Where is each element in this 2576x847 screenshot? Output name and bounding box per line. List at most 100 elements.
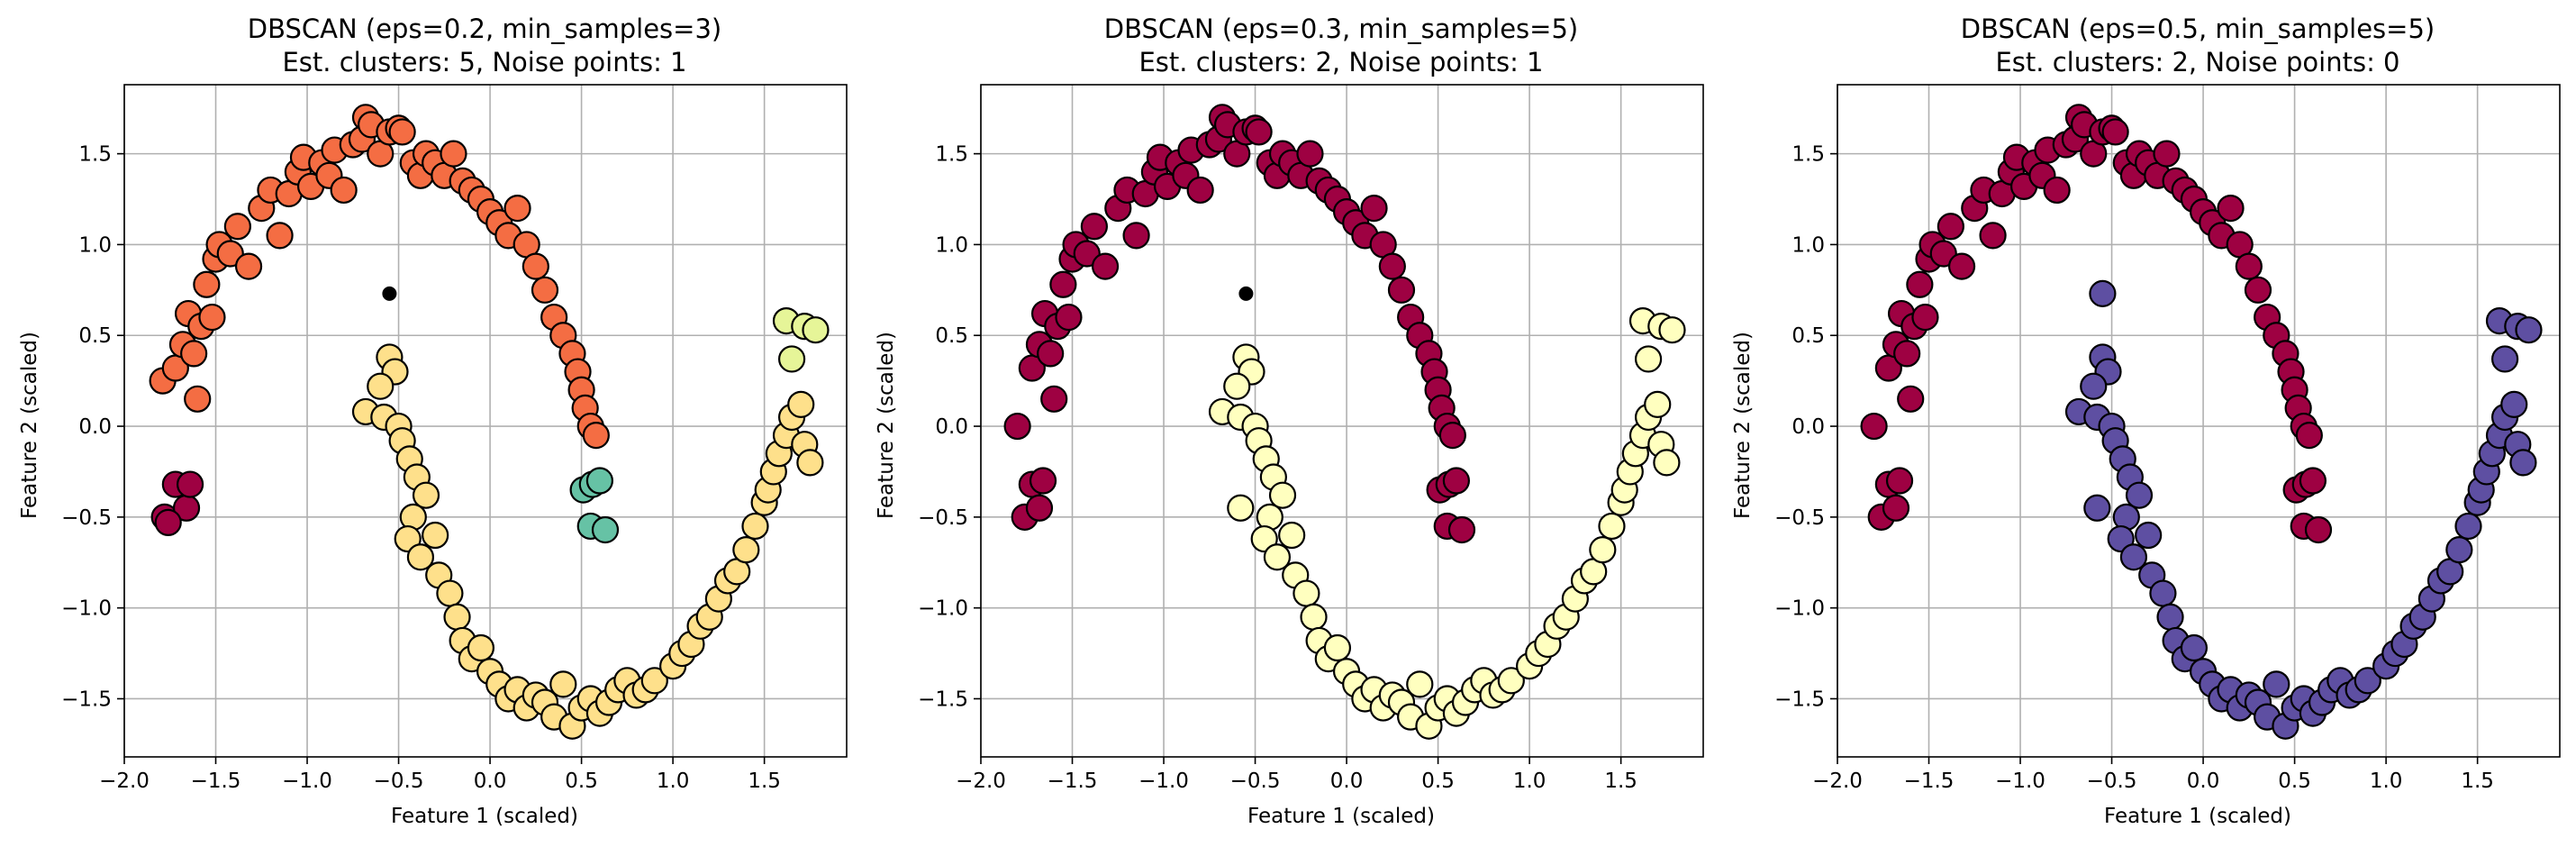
y-tick-label: −1.0 [918,597,968,621]
cluster-1-point [367,372,395,400]
x-tick-label: 0.5 [2278,770,2311,793]
cluster-1-point [406,543,435,571]
y-tick-label: −1.0 [1774,597,1825,621]
cluster-1-point [1223,372,1251,400]
cluster-1-point [1658,316,1686,344]
cluster-0-point [1979,222,2007,250]
cluster-0-point [180,340,208,368]
subplot-3-x-label: Feature 1 (scaled) [2104,805,2291,828]
cluster-0-point [1937,213,1964,241]
subplot-3-title-line1: DBSCAN (eps=0.5, min_samples=5) [1961,14,2435,44]
cluster-1-point [422,521,449,550]
cluster-0-point [266,222,294,250]
cluster-1-point [2445,536,2473,564]
cluster-0-point [1296,140,1324,168]
subplot-1: DBSCAN (eps=0.2, min_samples=3) Est. clu… [18,14,848,828]
cluster-0-point [2304,515,2333,544]
subplot-3-y-label: Feature 2 (scaled) [1731,332,1755,519]
cluster-1-point [2135,521,2163,550]
cluster-0-point [193,270,221,298]
cluster-3-point [585,467,613,495]
x-tick-label: 1.0 [1513,770,1547,793]
subplot-1-y-label: Feature 2 (scaled) [18,332,41,519]
cluster-1-point [2083,494,2111,522]
cluster-0-point [522,252,549,280]
cluster-0-point [1080,213,1108,241]
cluster-0-point [1360,195,1388,223]
x-tick-label: −0.5 [1230,770,1281,793]
cluster-1-point [2149,579,2177,607]
x-tick-label: 0.0 [1330,770,1364,793]
x-tick-label: −1.5 [1904,770,1955,793]
x-tick-label: −1.0 [1995,770,2045,793]
subplot-2-title-line1: DBSCAN (eps=0.3, min_samples=5) [1104,14,1578,44]
cluster-1-point [2490,345,2519,373]
y-tick-label: −1.5 [918,688,968,711]
cluster-1-point [2125,481,2154,509]
y-tick-label: 0.5 [78,324,112,348]
y-tick-label: −1.5 [1774,688,1825,711]
cluster-1-point [412,481,440,509]
cluster-0-point [440,140,467,168]
cluster-0-point [1245,118,1273,146]
cluster-1-point [741,512,769,541]
cluster-1-point [2089,279,2117,307]
cluster-1-point [1278,521,1306,550]
cluster-0-point [1947,252,1976,280]
points-layer [149,104,830,740]
y-tick-label: 0.5 [1791,324,1825,348]
cluster-4-point [176,470,204,498]
cluster-0-point [1447,515,1476,544]
cluster-0-point [2295,422,2323,450]
x-tick-label: 0.5 [565,770,598,793]
cluster-0-point [2153,140,2181,168]
cluster-1-point [1406,670,1434,698]
cluster-0-point [234,252,263,280]
y-tick-label: 1.0 [78,233,112,257]
subplot-2: DBSCAN (eps=0.3, min_samples=5) Est. clu… [875,14,1704,828]
x-tick-label: −0.5 [374,770,424,793]
y-tick-label: 0.0 [78,415,112,439]
cluster-0-point [1040,385,1068,413]
x-tick-label: −1.5 [191,770,241,793]
cluster-0-point [1091,252,1120,280]
cluster-0-point [1025,494,1054,522]
cluster-0-point [2299,467,2327,495]
cluster-1-point [1268,481,1297,509]
cluster-1-point [1263,543,1292,571]
y-tick-label: 0.0 [1791,415,1825,439]
cluster-0-point [2217,195,2245,223]
subplot-2-x-label: Feature 1 (scaled) [1247,805,1435,828]
cluster-0-point [330,176,358,205]
cluster-0-point [503,195,531,223]
cluster-0-point [1860,412,1888,441]
y-tick-label: 1.5 [935,143,968,167]
cluster-1-point [2515,316,2543,344]
cluster-0-point [1055,303,1083,332]
y-tick-label: −1.5 [61,688,112,711]
cluster-0-point [1387,276,1416,304]
cluster-0-point [1897,385,1925,413]
x-tick-label: −1.0 [282,770,332,793]
cluster-0-point [1029,467,1057,495]
cluster-1-point [2080,372,2108,400]
x-tick-label: 1.0 [657,770,690,793]
y-tick-label: 1.5 [78,143,112,167]
x-tick-label: 1.5 [748,770,781,793]
cluster-0-point [2244,276,2272,304]
cluster-1-point [787,390,815,418]
cluster-3-point [591,515,620,544]
cluster-0-point [1122,222,1150,250]
cluster-1-point [1598,512,1626,541]
cluster-0-point [1049,270,1077,298]
cluster-2-point [777,345,806,373]
cluster-1-point [443,603,471,631]
cluster-1-point [2156,603,2184,631]
cluster-1-point [796,449,824,477]
plot-frame [123,84,848,758]
y-tick-label: 1.0 [1791,233,1825,257]
points-layer [1003,104,1686,740]
cluster-0-point [198,303,226,332]
cluster-0-point [1378,252,1406,280]
